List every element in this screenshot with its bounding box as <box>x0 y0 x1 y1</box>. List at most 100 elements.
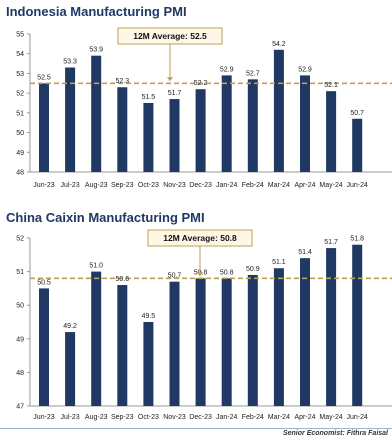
data-label: 50.8 <box>220 269 234 276</box>
data-label: 52.1 <box>324 82 338 89</box>
indonesia-pmi-chart: 48 49 50 51 52 53 54 55 52.5 53.3 53.9 52.3 51.5 51.7… <box>16 27 392 189</box>
bar-nov-23 <box>169 99 180 172</box>
x-tick-label: Jun-23 <box>33 182 55 189</box>
x-tick-label: Mar-24 <box>268 414 290 421</box>
y-tick-label: 48 <box>16 370 24 377</box>
x-tick-label: Jul-23 <box>61 182 80 189</box>
x-tick-label: Sep-23 <box>111 414 134 421</box>
data-label: 53.3 <box>63 59 77 66</box>
data-label: 49.5 <box>142 313 156 320</box>
bar-jan-24 <box>221 75 232 172</box>
x-tick-label: Feb-24 <box>242 414 264 421</box>
data-label: 51.0 <box>89 263 103 270</box>
data-label: 51.7 <box>168 90 182 97</box>
y-tick-label: 52 <box>16 91 24 98</box>
average-annotation-arrowhead <box>167 77 173 82</box>
average-annotation-label: 12M Average: 50.8 <box>163 233 237 243</box>
x-tick-label: Jan-24 <box>216 414 238 421</box>
bar-may-24 <box>326 91 337 172</box>
china-chart-title: China Caixin Manufacturing PMI <box>6 210 205 225</box>
x-tick-label: Mar-24 <box>268 182 290 189</box>
data-label: 53.9 <box>89 47 103 54</box>
data-label: 54.2 <box>272 41 286 48</box>
bar-aug-23 <box>91 271 102 406</box>
x-tick-label: Apr-24 <box>294 414 315 421</box>
x-tick-label: Nov-23 <box>163 182 186 189</box>
y-tick-label: 53 <box>16 71 24 78</box>
x-tick-label: Sep-23 <box>111 182 134 189</box>
x-tick-label: Jun-24 <box>346 182 368 189</box>
y-tick-label: 55 <box>16 32 24 39</box>
x-tick-label: Nov-23 <box>163 414 186 421</box>
data-label: 52.3 <box>115 78 129 85</box>
data-label: 52.5 <box>37 74 51 81</box>
bar-apr-24 <box>300 75 310 172</box>
bar-jul-23 <box>65 332 76 406</box>
y-tick-label: 51 <box>16 110 24 117</box>
footer-rule <box>0 428 392 429</box>
bar-jun-24 <box>352 244 363 406</box>
data-label: 51.1 <box>272 259 286 266</box>
data-label: 49.2 <box>63 323 77 330</box>
x-tick-label: May-24 <box>319 414 342 421</box>
x-tick-label: Jun-24 <box>346 414 368 421</box>
bar-jun-23 <box>39 288 49 406</box>
bar-jul-23 <box>65 67 76 172</box>
footer: Senior Economist: Fithra Faisal <box>0 428 392 442</box>
data-label: 51.5 <box>142 94 156 101</box>
data-label: 52.9 <box>298 66 312 73</box>
x-tick-label: Apr-24 <box>294 182 315 189</box>
x-tick-label: Feb-24 <box>242 182 264 189</box>
bar-dec-23 <box>195 89 206 172</box>
author-credit: Senior Economist: Fithra Faisal <box>282 430 388 437</box>
bar-mar-24 <box>273 49 284 172</box>
x-tick-label: Dec-23 <box>189 414 212 421</box>
data-label: 50.5 <box>37 279 51 286</box>
data-label: 52.9 <box>220 66 234 73</box>
china-caixin-pmi-chart: 47 48 49 50 51 52 50.5 49.2 51.0 50.6 49.5 50.7 50.8… <box>16 229 392 421</box>
y-tick-label: 51 <box>16 269 24 276</box>
y-tick-label: 54 <box>16 51 24 58</box>
bar-aug-23 <box>91 55 102 172</box>
x-tick-label: Jul-23 <box>61 414 80 421</box>
bar-jun-24 <box>352 118 363 172</box>
data-label: 50.9 <box>246 266 260 273</box>
x-tick-label: May-24 <box>319 182 342 189</box>
y-tick-label: 47 <box>16 404 24 411</box>
y-tick-label: 50 <box>16 303 24 310</box>
y-tick-label: 49 <box>16 150 24 157</box>
bar-oct-23 <box>143 103 154 172</box>
bar-jan-24 <box>221 278 232 406</box>
data-label: 50.6 <box>115 276 129 283</box>
bar-nov-23 <box>169 281 180 406</box>
x-tick-label: Aug-23 <box>85 182 108 189</box>
bar-feb-24 <box>247 274 258 406</box>
average-annotation-arrowhead <box>197 272 203 277</box>
bar-jun-23 <box>39 83 49 172</box>
x-tick-label: Jun-23 <box>33 414 55 421</box>
data-label: 50.7 <box>350 110 364 117</box>
average-annotation-label: 12M Average: 52.5 <box>133 31 207 41</box>
bar-dec-23 <box>195 278 206 406</box>
y-tick-label: 52 <box>16 236 24 243</box>
bar-may-24 <box>326 248 337 406</box>
data-label: 52.2 <box>194 80 208 87</box>
bar-sep-23 <box>117 87 128 172</box>
x-tick-label: Oct-23 <box>138 414 159 421</box>
x-tick-label: Oct-23 <box>138 182 159 189</box>
bar-oct-23 <box>143 322 154 406</box>
bar-sep-23 <box>117 285 128 406</box>
indonesia-chart-title: Indonesia Manufacturing PMI <box>6 4 187 19</box>
bar-mar-24 <box>273 268 284 406</box>
x-tick-label: Aug-23 <box>85 414 108 421</box>
bar-apr-24 <box>300 258 310 406</box>
data-label: 51.7 <box>324 239 338 246</box>
x-tick-label: Jan-24 <box>216 182 238 189</box>
x-tick-label: Dec-23 <box>189 182 212 189</box>
bar-feb-24 <box>247 79 258 172</box>
data-label: 51.8 <box>350 236 364 243</box>
data-label: 50.7 <box>168 273 182 280</box>
y-tick-label: 49 <box>16 336 24 343</box>
data-label: 52.7 <box>246 70 260 77</box>
y-tick-label: 48 <box>16 170 24 177</box>
